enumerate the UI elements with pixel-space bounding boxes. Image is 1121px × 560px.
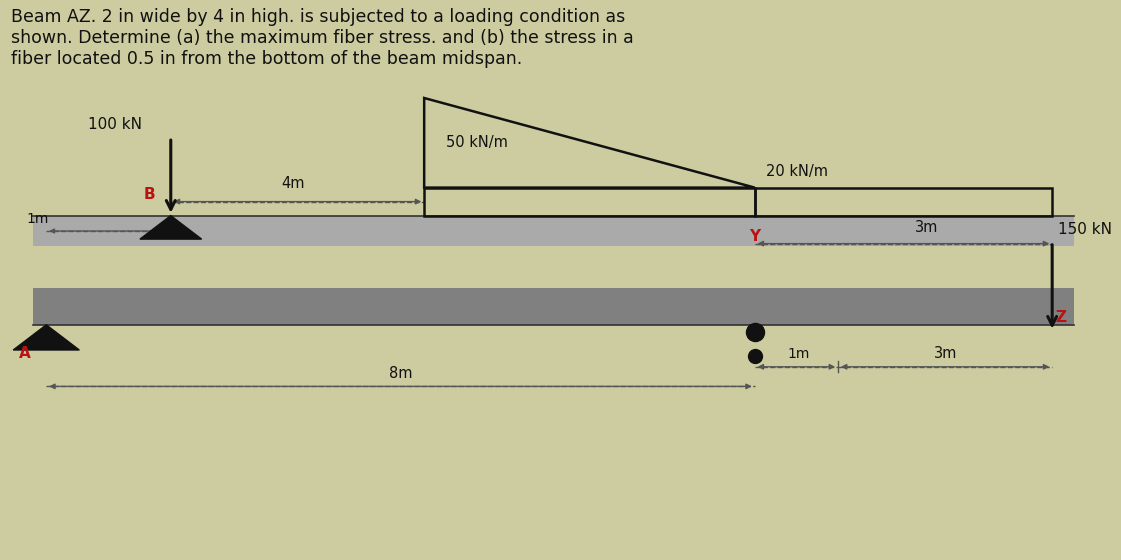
Text: B: B — [143, 187, 155, 202]
Text: 3m: 3m — [934, 347, 957, 361]
Text: 150 kN: 150 kN — [1058, 222, 1112, 236]
Text: Y: Y — [749, 229, 760, 244]
Text: 100 kN: 100 kN — [89, 117, 142, 132]
Text: 20 kN/m: 20 kN/m — [766, 165, 827, 179]
Text: 50 kN/m: 50 kN/m — [446, 136, 508, 150]
Bar — [33, 288, 1074, 325]
Polygon shape — [13, 325, 80, 350]
Bar — [424, 188, 754, 216]
Text: 1m: 1m — [788, 347, 809, 361]
Text: Beam AZ. 2 in wide by 4 in high. is subjected to a loading condition as
shown. D: Beam AZ. 2 in wide by 4 in high. is subj… — [11, 8, 633, 68]
Text: 8m: 8m — [389, 366, 413, 381]
Text: 4m: 4m — [281, 176, 305, 190]
Text: 1m: 1m — [27, 212, 49, 226]
Bar — [754, 188, 1053, 216]
Text: A: A — [19, 347, 30, 361]
Polygon shape — [140, 216, 202, 239]
Text: Z: Z — [1056, 310, 1066, 325]
Text: 3m: 3m — [915, 221, 938, 235]
Bar — [33, 216, 1074, 246]
